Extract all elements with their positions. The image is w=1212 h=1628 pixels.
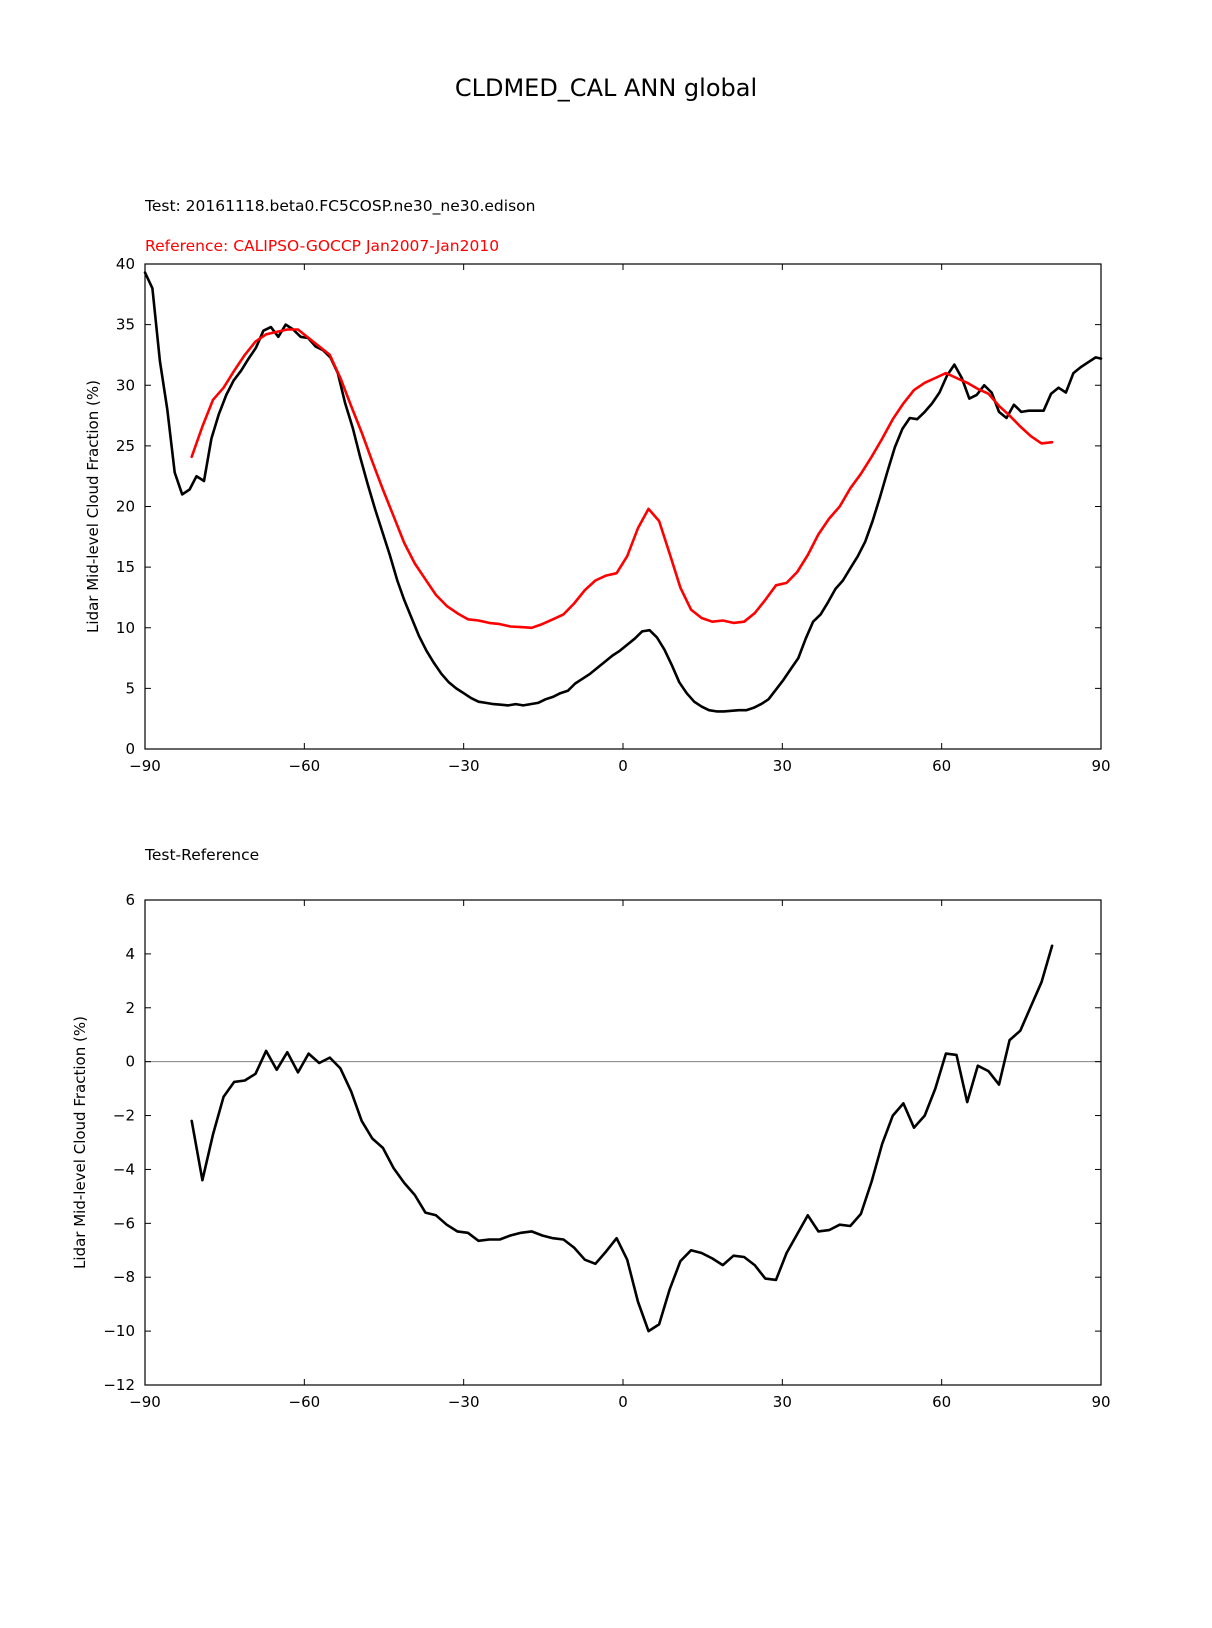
y-tick-label: 25 bbox=[116, 437, 135, 455]
y-tick-label: 30 bbox=[116, 376, 135, 394]
y-tick-label: 5 bbox=[125, 679, 135, 697]
y-tick-label: −2 bbox=[113, 1107, 135, 1125]
plot-frame bbox=[144, 263, 1102, 750]
y-tick-label: 4 bbox=[125, 945, 135, 963]
test-series-line bbox=[190, 944, 1054, 1333]
y-tick-label: −8 bbox=[113, 1268, 135, 1286]
y-tick-label: 40 bbox=[116, 255, 135, 273]
x-tick-label: −30 bbox=[448, 1393, 480, 1411]
x-tick-label: 60 bbox=[932, 757, 951, 775]
x-tick-label: 0 bbox=[618, 757, 628, 775]
x-tick-label: −30 bbox=[448, 757, 480, 775]
y-tick-label: 2 bbox=[125, 999, 135, 1017]
test-series-line bbox=[143, 271, 1103, 713]
x-tick-label: 90 bbox=[1091, 1393, 1110, 1411]
y-tick-label: 6 bbox=[125, 891, 135, 909]
x-tick-label: 60 bbox=[932, 1393, 951, 1411]
bottom-panel: −90 −60 −30 0 30 60 90 −12 −10 −8 −6 −4 −2 0 2 4 6 Lidar … bbox=[71, 891, 1111, 1411]
y-tick-label: 0 bbox=[125, 1053, 135, 1071]
x-tick-label: −60 bbox=[289, 757, 321, 775]
y-tick-label: 0 bbox=[125, 740, 135, 758]
y-tick-label: 10 bbox=[116, 619, 135, 637]
x-tick-label: −90 bbox=[129, 1393, 161, 1411]
x-tick-label: −90 bbox=[129, 757, 161, 775]
figure-title: CLDMED_CAL ANN global bbox=[454, 74, 758, 102]
difference-subtitle: Test-Reference bbox=[145, 846, 260, 864]
x-tick-label: 30 bbox=[773, 757, 792, 775]
y-axis-label: Lidar Mid-level Cloud Fraction (%) bbox=[84, 380, 102, 633]
y-axis-label: Lidar Mid-level Cloud Fraction (%) bbox=[71, 1016, 89, 1269]
y-tick-label: 15 bbox=[116, 558, 135, 576]
reference-series-line bbox=[190, 328, 1054, 630]
y-tick-label: −4 bbox=[113, 1160, 135, 1178]
x-tick-label: 0 bbox=[618, 1393, 628, 1411]
y-tick-label: 35 bbox=[116, 316, 135, 334]
top-panel: −90 −60 −30 0 30 60 90 0 5 10 15 20 25 30 35 40 Lidar Mi… bbox=[84, 255, 1111, 775]
x-tick-label: 90 bbox=[1091, 757, 1110, 775]
test-subtitle: Test: 20161118.beta0.FC5COSP.ne30_ne30.e… bbox=[145, 197, 536, 215]
y-tick-label: −10 bbox=[103, 1322, 135, 1340]
plot-frame bbox=[144, 899, 1102, 1386]
y-tick-label: 20 bbox=[116, 498, 135, 516]
x-tick-label: −60 bbox=[289, 1393, 321, 1411]
reference-subtitle: Reference: CALIPSO-GOCCP Jan2007-Jan2010 bbox=[145, 237, 500, 255]
y-tick-label: −12 bbox=[103, 1376, 135, 1394]
x-tick-label: 30 bbox=[773, 1393, 792, 1411]
y-tick-label: −6 bbox=[113, 1214, 135, 1232]
